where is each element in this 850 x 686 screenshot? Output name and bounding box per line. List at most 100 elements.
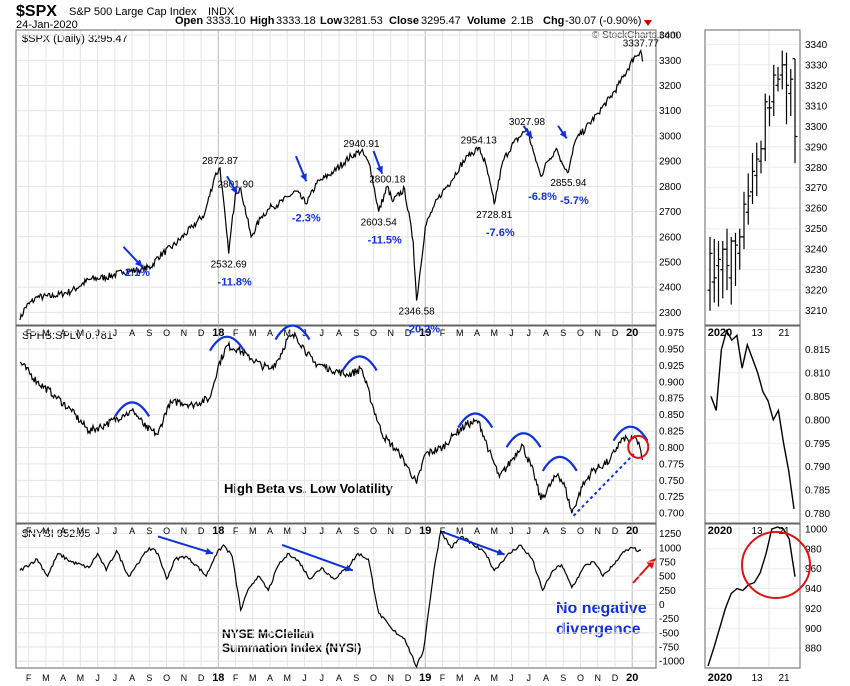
red-highlight-circle <box>627 434 650 459</box>
price-point-label: 2872.87 <box>202 156 239 167</box>
x-tick-label: A <box>543 526 549 536</box>
down-triangle-icon <box>644 20 652 26</box>
x-tick-label: F <box>440 673 446 683</box>
ratio-line <box>19 331 644 514</box>
x-tick-label: J <box>320 328 325 338</box>
x-tick-label: A <box>60 526 66 536</box>
x-tick-label: A <box>474 328 480 338</box>
x-tick-label: M <box>42 526 50 536</box>
volume-label: Volume <box>467 15 506 27</box>
y-tick-label: 3400 <box>659 31 682 42</box>
nysi-line <box>19 529 642 669</box>
x-tick-label: O <box>370 673 377 683</box>
peak-arc <box>505 432 542 448</box>
x-tick-label: A <box>60 328 66 338</box>
y-tick-label: 2300 <box>659 308 682 319</box>
x-tick-label: M <box>284 526 292 536</box>
x-tick-label: J <box>113 328 118 338</box>
x-tick-label: J <box>509 526 514 536</box>
grid-lines <box>17 31 799 667</box>
side-y-tick-label: 3280 <box>805 163 828 174</box>
x-tick-label: M <box>77 328 85 338</box>
side-y-tick-label: 3310 <box>805 101 828 112</box>
x-tick-label: J <box>95 673 100 683</box>
x-tick-label: A <box>267 673 273 683</box>
y-tick-label: 3100 <box>659 106 682 117</box>
dip-percent-label: -11.8% <box>218 277 252 289</box>
side-x-tick-label: 13 <box>751 526 763 537</box>
side-y-tick-label: 0.805 <box>805 392 830 403</box>
ratio-panel <box>15 325 657 524</box>
x-tick-label: A <box>474 526 480 536</box>
x-tick-label: A <box>474 673 480 683</box>
price-point-label: 3027.98 <box>509 117 546 128</box>
y-tick-label: -1000 <box>659 657 685 668</box>
x-tick-label: A <box>129 526 135 536</box>
x-tick-label: A <box>543 673 549 683</box>
x-tick-label: M <box>456 328 464 338</box>
x-tick-label: D <box>405 673 412 683</box>
x-tick-label: A <box>543 328 549 338</box>
side-ratio-panel <box>704 325 801 524</box>
x-tick-label: F <box>233 328 239 338</box>
x-tick-label: 20 <box>626 525 638 537</box>
x-tick-label: N <box>388 328 395 338</box>
y-tick-label: 0.700 <box>659 509 684 520</box>
chart-annotations: 2872.87 2801.90 2532.69 -11.8% 2940.91 2800.1… <box>114 39 811 599</box>
x-tick-label: J <box>302 673 307 683</box>
x-tick-label: D <box>198 673 205 683</box>
close-value: 3295.47 <box>421 15 461 27</box>
side-price-panel <box>704 29 801 326</box>
main-price-panel <box>15 29 657 326</box>
x-tick-label: F <box>440 526 446 536</box>
x-tick-label: S <box>353 673 359 683</box>
x-tick-label: J <box>526 673 531 683</box>
side-x-tick-label: 2020 <box>708 525 732 537</box>
high-label: High <box>250 15 275 27</box>
symbol-name: S&P 500 Large Cap Index <box>69 6 197 18</box>
side-y-tick-label: 1000 <box>805 524 828 535</box>
dip-percent-label: -20.2% <box>405 324 440 336</box>
x-tick-label: M <box>249 328 257 338</box>
side-y-tick-label: 3300 <box>805 122 828 133</box>
nysi-arrow-head <box>496 548 505 556</box>
side-y-tick-label: 960 <box>805 564 822 575</box>
x-tick-label: J <box>113 526 118 536</box>
nysi-arrow-head <box>344 564 353 572</box>
symbol-title: $SPX <box>16 3 57 20</box>
x-tick-label: M <box>42 673 50 683</box>
price-arrow-head <box>376 165 383 174</box>
x-tick-label: S <box>353 328 359 338</box>
y-tick-label: 0.975 <box>659 328 684 339</box>
side-y-tick-label: 0.795 <box>805 439 830 450</box>
x-tick-label: F <box>440 328 446 338</box>
y-tick-label: 2900 <box>659 157 682 168</box>
x-tick-label: A <box>267 328 273 338</box>
x-tick-label: D <box>198 526 205 536</box>
series-lines <box>19 48 798 669</box>
x-tick-label: F <box>233 526 239 536</box>
x-tick-label: N <box>181 328 188 338</box>
x-tick-label: A <box>129 673 135 683</box>
x-tick-label: O <box>577 328 584 338</box>
x-tick-label: F <box>26 673 32 683</box>
x-tick-label: J <box>113 673 118 683</box>
nysi-annotation-line1: NYSE McClellan <box>222 627 314 641</box>
price-point-label: 2346.58 <box>399 307 436 318</box>
close-label: Close <box>389 15 419 27</box>
x-tick-label: M <box>456 673 464 683</box>
side-y-tick-label: 920 <box>805 604 822 615</box>
side-y-tick-label: 940 <box>805 584 822 595</box>
x-tick-label: M <box>249 673 257 683</box>
x-tick-label: J <box>509 673 514 683</box>
x-tick-label: O <box>370 526 377 536</box>
side-y-tick-label: 3340 <box>805 40 828 51</box>
x-tick-label: 20 <box>626 327 638 339</box>
uptrend-dotted-line <box>572 453 635 517</box>
dip-percent-label: -5.7% <box>560 195 589 207</box>
side-y-tick-label: 3330 <box>805 60 828 71</box>
x-tick-label: S <box>146 673 152 683</box>
y-tick-label: 3300 <box>659 56 682 67</box>
x-tick-label: N <box>388 673 395 683</box>
